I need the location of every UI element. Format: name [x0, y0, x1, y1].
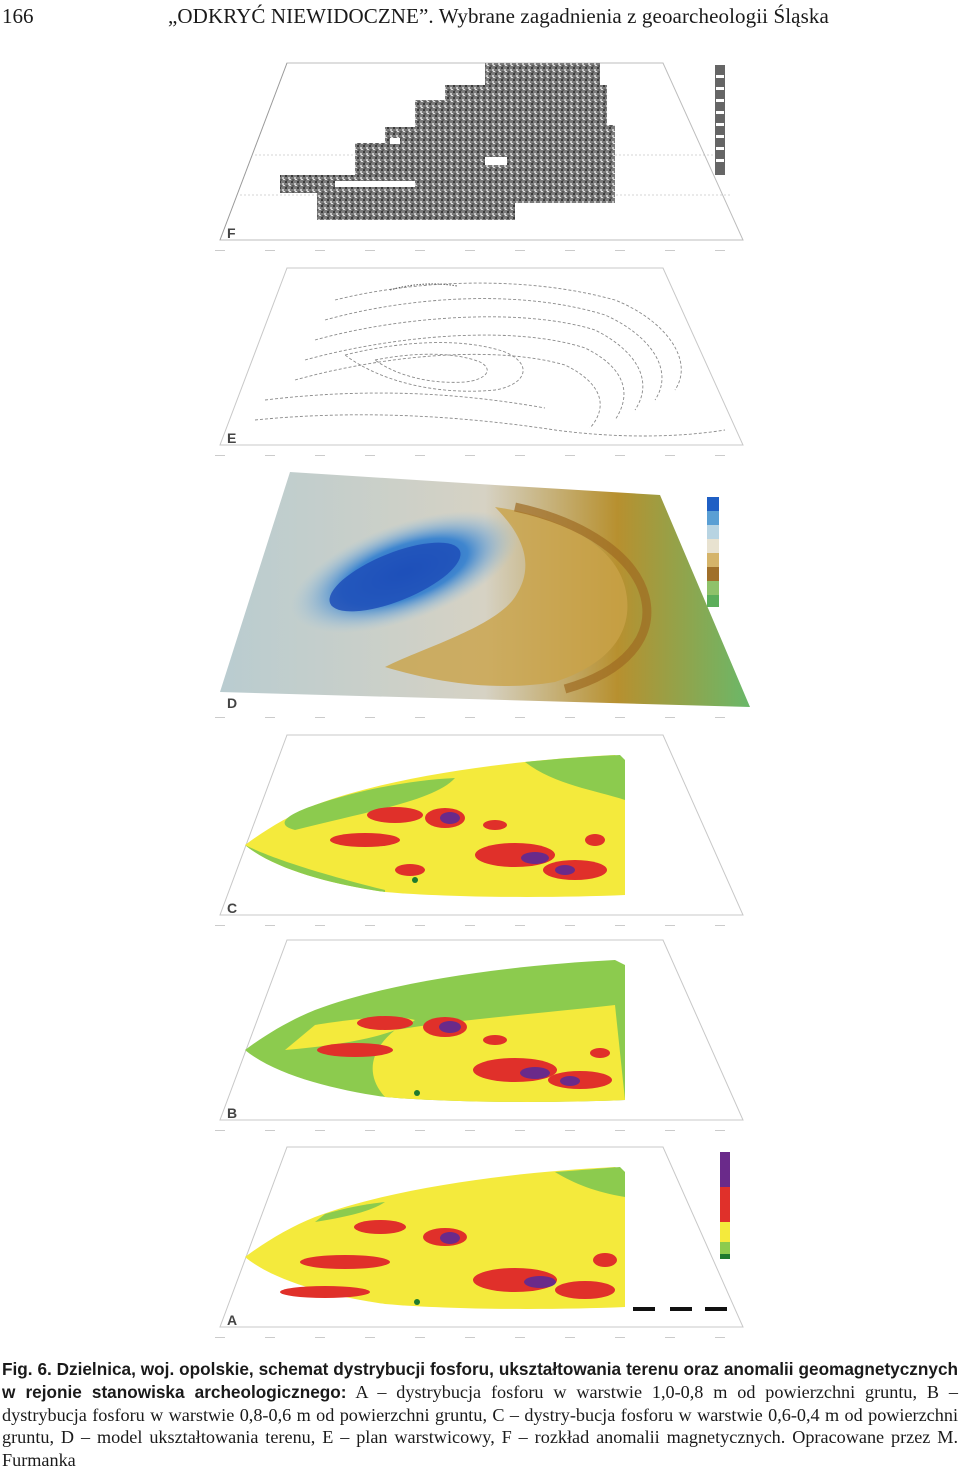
page-number: 166	[2, 4, 34, 28]
svg-text:——: ——	[565, 453, 575, 459]
svg-text:——: ——	[515, 453, 525, 459]
svg-text:——: ——	[365, 923, 375, 929]
svg-text:——: ——	[315, 1128, 325, 1134]
svg-text:——: ——	[365, 1335, 375, 1341]
svg-text:——: ——	[315, 923, 325, 929]
svg-text:——: ——	[365, 715, 375, 721]
svg-text:——: ——	[665, 453, 675, 459]
svg-text:——: ——	[265, 1335, 275, 1341]
svg-text:——: ——	[215, 715, 225, 721]
panel-b: B —— —— —— —— —— —— —— —— —— —— ——	[195, 935, 765, 1135]
panel-b-graphic: B —— —— —— —— —— —— —— —— —— —— ——	[215, 939, 744, 1134]
svg-text:——: ——	[365, 1128, 375, 1134]
svg-text:——: ——	[715, 248, 725, 254]
svg-text:——: ——	[415, 248, 425, 254]
svg-text:——: ——	[565, 1335, 575, 1341]
svg-text:——: ——	[465, 715, 475, 721]
svg-text:——: ——	[215, 923, 225, 929]
svg-text:D: D	[227, 695, 237, 711]
panel-c: C —— —— —— —— —— —— —— —— —— —— ——	[195, 730, 765, 930]
svg-text:——: ——	[315, 1335, 325, 1341]
svg-text:——: ——	[565, 248, 575, 254]
svg-text:——: ——	[565, 715, 575, 721]
svg-text:——: ——	[415, 923, 425, 929]
svg-text:——: ——	[715, 923, 725, 929]
svg-text:——: ——	[415, 715, 425, 721]
svg-text:——: ——	[515, 248, 525, 254]
svg-text:——: ——	[515, 1128, 525, 1134]
panel-a-graphic: A —— —— —— —— —— —— —— —— —— —— ——	[215, 1146, 744, 1341]
running-title: „ODKRYĆ NIEWIDOCZNE”. Wybrane zagadnieni…	[168, 4, 829, 28]
panel-f: F —— —— —— —— —— —— —— —— —— —— ——	[195, 55, 765, 255]
svg-text:——: ——	[415, 1128, 425, 1134]
svg-text:——: ——	[465, 453, 475, 459]
panel-d: D —— —— —— —— —— —— —— —— —— —— ——	[195, 467, 765, 722]
svg-text:——: ——	[265, 248, 275, 254]
svg-text:——: ——	[415, 453, 425, 459]
panel-e: E —— —— —— —— —— —— —— —— —— —— ——	[195, 260, 765, 460]
running-head: 166 „ODKRYĆ NIEWIDOCZNE”. Wybrane zagadn…	[0, 4, 960, 30]
svg-text:——: ——	[415, 1335, 425, 1341]
svg-text:——: ——	[715, 1335, 725, 1341]
svg-text:——: ——	[465, 923, 475, 929]
svg-text:——: ——	[215, 248, 225, 254]
svg-text:——: ——	[265, 923, 275, 929]
svg-text:F: F	[227, 225, 236, 241]
svg-text:——: ——	[215, 453, 225, 459]
svg-text:——: ——	[665, 923, 675, 929]
svg-text:——: ——	[365, 248, 375, 254]
svg-text:——: ——	[615, 715, 625, 721]
svg-text:——: ——	[565, 923, 575, 929]
svg-text:——: ——	[615, 248, 625, 254]
panel-f-graphic: F —— —— —— —— —— —— —— —— —— —— ——	[215, 62, 744, 254]
svg-text:——: ——	[515, 715, 525, 721]
svg-text:——: ——	[665, 715, 675, 721]
svg-text:——: ——	[265, 715, 275, 721]
figure: F —— —— —— —— —— —— —— —— —— —— ——	[195, 55, 765, 1345]
svg-text:——: ——	[615, 1128, 625, 1134]
panel-a: A —— —— —— —— —— —— —— —— —— —— ——	[195, 1142, 765, 1342]
svg-text:E: E	[227, 430, 236, 446]
panel-d-graphic: D —— —— —— —— —— —— —— —— —— —— ——	[215, 472, 750, 721]
caption-label: Fig. 6.	[2, 1359, 52, 1379]
svg-text:——: ——	[315, 248, 325, 254]
svg-text:——: ——	[465, 248, 475, 254]
svg-text:——: ——	[615, 923, 625, 929]
svg-text:——: ——	[265, 453, 275, 459]
svg-text:——: ——	[215, 1128, 225, 1134]
panel-e-graphic: E —— —— —— —— —— —— —— —— —— —— ——	[215, 267, 744, 459]
svg-text:——: ——	[715, 715, 725, 721]
svg-text:——: ——	[515, 923, 525, 929]
svg-text:——: ——	[715, 453, 725, 459]
svg-text:——: ——	[365, 453, 375, 459]
svg-text:——: ——	[315, 715, 325, 721]
svg-text:——: ——	[315, 453, 325, 459]
caption-body-text: A – dystrybucja fosforu w warstwie 1,0-0…	[2, 1381, 958, 1471]
svg-text:——: ——	[665, 248, 675, 254]
svg-text:A: A	[227, 1312, 237, 1328]
svg-text:B: B	[227, 1105, 237, 1121]
figure-caption: Fig. 6. Dzielnica, woj. opolskie, schema…	[2, 1358, 958, 1472]
svg-text:——: ——	[465, 1335, 475, 1341]
caption-bold-text: Dzielnica, woj. opolskie, schemat dystry…	[2, 1359, 959, 1402]
svg-text:——: ——	[565, 1128, 575, 1134]
svg-text:——: ——	[515, 1335, 525, 1341]
svg-text:——: ——	[615, 453, 625, 459]
svg-text:——: ——	[665, 1128, 675, 1134]
svg-text:——: ——	[465, 1128, 475, 1134]
svg-text:——: ——	[265, 1128, 275, 1134]
svg-text:——: ——	[715, 1128, 725, 1134]
svg-text:——: ——	[615, 1335, 625, 1341]
svg-text:——: ——	[215, 1335, 225, 1341]
svg-text:C: C	[227, 900, 237, 916]
panel-c-graphic: C —— —— —— —— —— —— —— —— —— —— ——	[215, 734, 744, 929]
svg-text:——: ——	[665, 1335, 675, 1341]
